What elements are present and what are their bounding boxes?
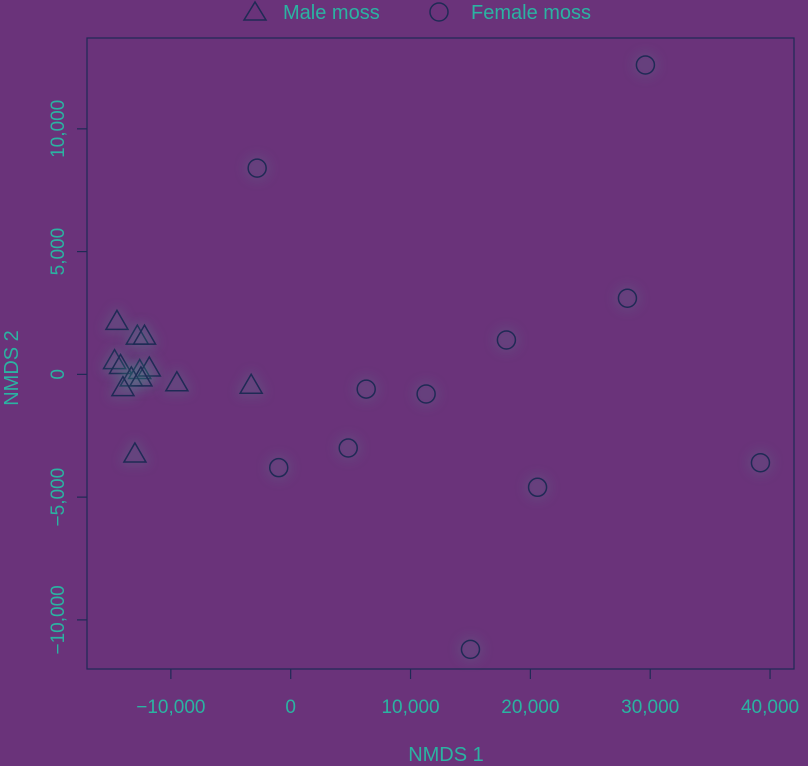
y-tick-label: −5,000 [48, 468, 69, 527]
y-tick-label: 0 [48, 369, 69, 380]
x-tick-label: 0 [285, 697, 296, 718]
female-moss-point [416, 384, 436, 404]
y-tick-label: 5,000 [48, 228, 69, 276]
male-moss-point [137, 355, 162, 377]
legend-male-marker [242, 0, 268, 21]
y-axis: −10,000 −5,000 0 5,000 10,000 [48, 100, 87, 655]
male-moss-point [164, 370, 190, 392]
x-axis-label: NMDS 1 [408, 744, 484, 766]
x-axis: −10,000 0 10,000 20,000 30,000 40,000 [136, 669, 799, 718]
legend-female-label: Female moss [471, 2, 591, 24]
plot-frame [86, 37, 795, 670]
female-moss-point [338, 438, 358, 458]
female-moss-point [617, 288, 638, 309]
male-moss-point [238, 372, 264, 394]
male-moss-point [125, 323, 150, 345]
female-moss-point [247, 158, 267, 178]
y-tick-label: −10,000 [48, 585, 69, 654]
female-moss-point [635, 55, 656, 75]
y-tick-label: 10,000 [48, 100, 69, 158]
legend: Male moss Female moss [242, 0, 591, 24]
male-moss-point [104, 308, 130, 331]
female-moss-point [268, 457, 289, 478]
female-moss-point [750, 453, 771, 473]
female-moss-point [356, 379, 376, 399]
x-tick-label: −10,000 [136, 697, 205, 718]
y-axis-label: NMDS 2 [1, 330, 23, 406]
male-moss-point [122, 441, 148, 463]
legend-male-label: Male moss [283, 2, 380, 24]
female-moss-point [460, 639, 481, 660]
legend-female-marker [429, 2, 449, 22]
x-tick-label: 30,000 [621, 697, 679, 718]
x-tick-label: 40,000 [741, 697, 799, 718]
data-points [102, 55, 771, 660]
x-tick-label: 10,000 [381, 697, 439, 718]
male-moss-point [108, 353, 133, 375]
x-tick-label: 20,000 [501, 697, 559, 718]
male-moss-point [102, 348, 127, 370]
male-moss-point [128, 365, 154, 387]
male-moss-point [132, 323, 157, 345]
female-moss-point [527, 477, 548, 498]
female-moss-point [496, 330, 517, 350]
male-moss-point [110, 375, 136, 397]
male-moss-point [127, 357, 153, 380]
